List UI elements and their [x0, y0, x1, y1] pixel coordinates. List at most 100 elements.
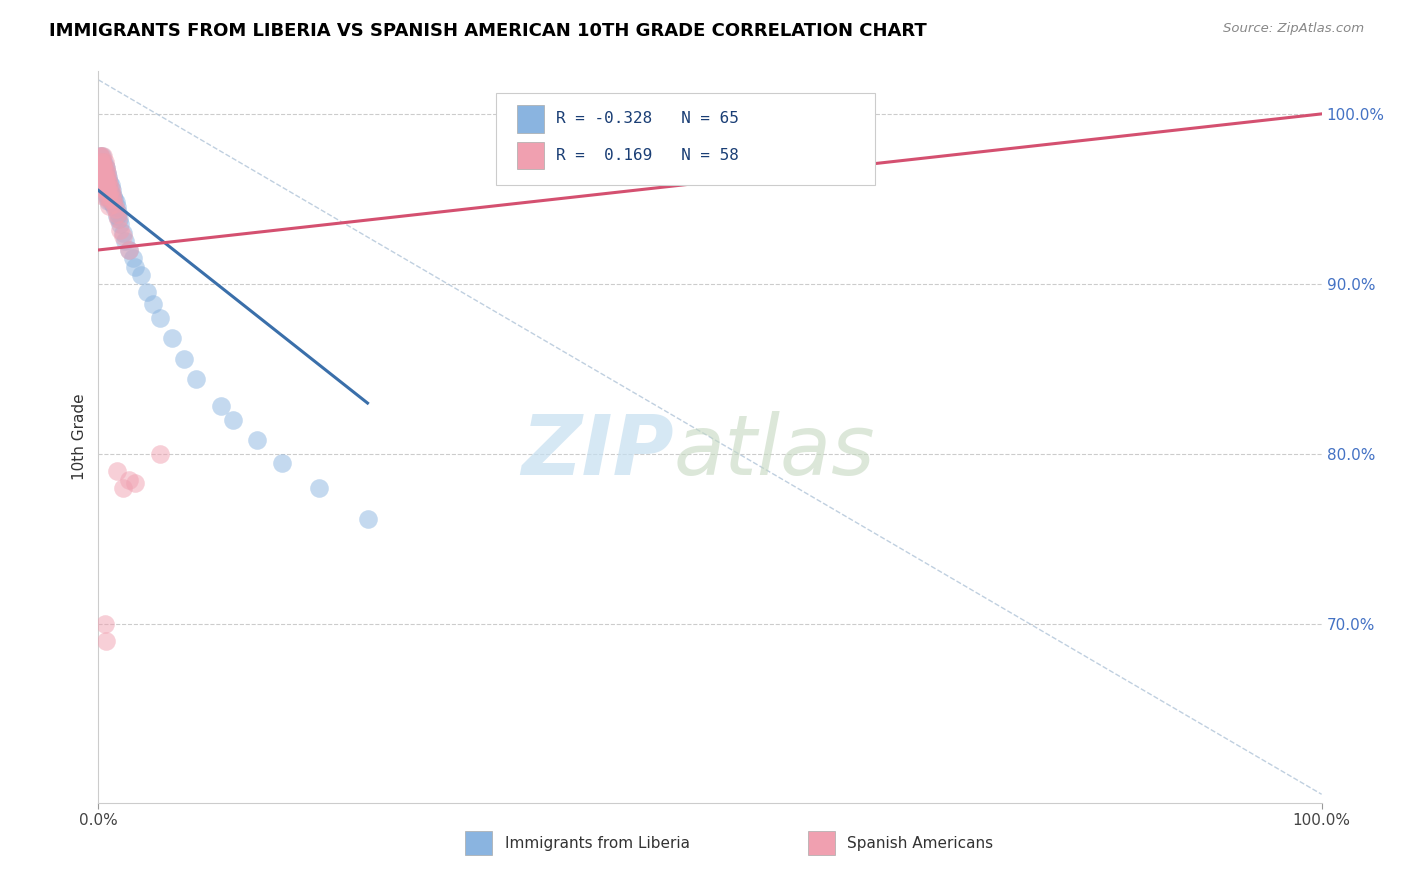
Point [129, 268, 152, 283]
Point [100, 178, 122, 193]
Point [91, 158, 114, 172]
Point [94, 161, 117, 176]
Point [94, 178, 117, 193]
Point [149, 447, 172, 461]
Text: R = -0.328   N = 65: R = -0.328 N = 65 [555, 112, 738, 127]
Point [173, 351, 195, 366]
Point [142, 297, 165, 311]
Point [103, 197, 125, 211]
Point [136, 285, 159, 300]
Point [96, 175, 118, 189]
Point [246, 434, 269, 448]
Point [96, 166, 118, 180]
Point [100, 192, 122, 206]
Point [90, 149, 112, 163]
Point [97, 194, 120, 208]
Point [101, 197, 124, 211]
Point [91, 188, 114, 202]
Point [105, 209, 128, 223]
Point [94, 169, 117, 184]
Point [90, 166, 112, 180]
Point [94, 634, 117, 648]
Point [101, 188, 124, 202]
Point [104, 202, 127, 216]
Point [98, 190, 121, 204]
Point [96, 190, 118, 204]
Point [105, 201, 128, 215]
Point [91, 154, 114, 169]
Y-axis label: 10th Grade: 10th Grade [72, 393, 87, 481]
Point [89, 180, 111, 194]
Point [94, 161, 117, 176]
Point [209, 400, 232, 414]
FancyBboxPatch shape [517, 142, 544, 169]
FancyBboxPatch shape [517, 105, 544, 133]
Point [100, 186, 122, 201]
Point [110, 222, 132, 236]
Point [101, 186, 124, 201]
Point [93, 171, 115, 186]
Point [91, 158, 114, 172]
Point [93, 617, 115, 632]
Text: Source: ZipAtlas.com: Source: ZipAtlas.com [1223, 22, 1364, 36]
Point [91, 158, 114, 172]
Point [104, 195, 127, 210]
Point [96, 185, 118, 199]
Point [91, 177, 114, 191]
Point [97, 180, 120, 194]
Point [97, 185, 120, 199]
Point [89, 158, 111, 172]
Point [89, 166, 111, 180]
Point [96, 183, 118, 197]
FancyBboxPatch shape [808, 831, 835, 855]
Point [91, 166, 114, 180]
Point [105, 207, 128, 221]
Text: Spanish Americans: Spanish Americans [846, 836, 993, 851]
Point [105, 464, 128, 478]
Point [93, 171, 115, 186]
Point [160, 331, 183, 345]
Point [93, 165, 115, 179]
Text: Immigrants from Liberia: Immigrants from Liberia [505, 836, 689, 851]
Point [90, 161, 112, 176]
Point [91, 182, 114, 196]
Point [93, 173, 115, 187]
Point [103, 192, 125, 206]
Point [100, 195, 122, 210]
Point [90, 175, 112, 189]
Point [91, 169, 114, 184]
Point [111, 229, 134, 244]
Point [270, 456, 294, 470]
Point [91, 161, 114, 176]
Point [118, 473, 141, 487]
Point [101, 192, 124, 206]
Point [96, 175, 118, 189]
Point [101, 192, 124, 206]
Point [107, 205, 129, 219]
Point [91, 169, 114, 184]
FancyBboxPatch shape [465, 831, 492, 855]
Point [97, 169, 120, 184]
Point [308, 481, 330, 495]
Text: IMMIGRANTS FROM LIBERIA VS SPANISH AMERICAN 10TH GRADE CORRELATION CHART: IMMIGRANTS FROM LIBERIA VS SPANISH AMERI… [49, 22, 927, 40]
Text: ZIP: ZIP [520, 411, 673, 492]
Point [91, 166, 114, 180]
Point [94, 178, 117, 193]
Point [108, 212, 131, 227]
Point [111, 226, 134, 240]
Point [110, 218, 132, 232]
Point [91, 149, 114, 163]
Point [89, 158, 111, 172]
Point [91, 161, 114, 176]
Point [107, 212, 129, 227]
Point [90, 166, 112, 180]
Point [149, 311, 172, 326]
Point [222, 413, 245, 427]
Point [91, 161, 114, 176]
Point [90, 161, 112, 176]
Point [91, 178, 114, 193]
Point [97, 178, 120, 193]
Text: atlas: atlas [673, 411, 875, 492]
Point [98, 185, 121, 199]
Point [118, 243, 141, 257]
